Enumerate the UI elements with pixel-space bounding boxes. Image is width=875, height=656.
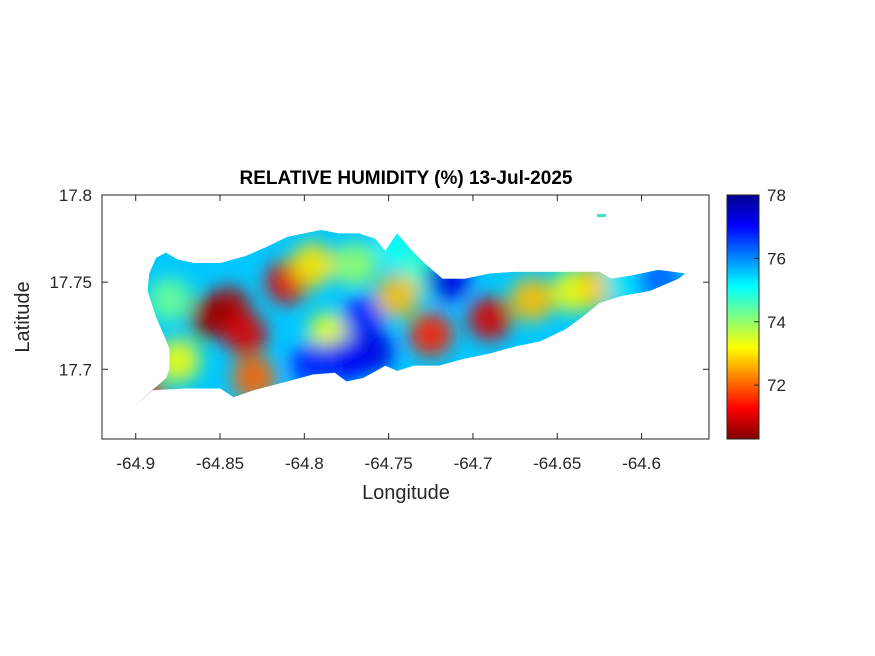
humidity-sample-2 bbox=[223, 312, 268, 357]
humidity-sample-12 bbox=[324, 338, 369, 383]
humidity-sample-10 bbox=[341, 295, 386, 339]
colorbar-tick-label: 76 bbox=[767, 249, 786, 268]
x-axis-label: Longitude bbox=[362, 482, 450, 504]
colorbar-tick-label: 78 bbox=[767, 186, 786, 205]
y-axis: 17.7 17.75 17.8 bbox=[49, 186, 709, 379]
x-tick-label: -64.8 bbox=[285, 454, 324, 473]
colorbar-ticks: 72 74 76 78 bbox=[754, 186, 786, 395]
humidity-sample-20 bbox=[510, 277, 554, 322]
y-tick-label: 17.8 bbox=[59, 186, 92, 205]
colorbar bbox=[726, 194, 760, 440]
colorbar-tick-label: 72 bbox=[767, 376, 786, 395]
y-tick-label: 17.7 bbox=[59, 360, 92, 379]
humidity-sample-14 bbox=[332, 242, 377, 287]
humidity-sample-4 bbox=[147, 277, 192, 322]
chart-title: RELATIVE HUMIDITY (%) 13-Jul-2025 bbox=[240, 168, 573, 189]
x-tick-label: -64.9 bbox=[116, 454, 155, 473]
x-tick-label: -64.85 bbox=[196, 454, 244, 473]
x-tick-label: -64.6 bbox=[622, 454, 661, 473]
y-axis-label: Latitude bbox=[12, 281, 34, 352]
colorbar-tick-label: 74 bbox=[767, 313, 786, 332]
x-tick-label: -64.75 bbox=[365, 454, 413, 473]
humidity-sample-19 bbox=[467, 296, 512, 341]
humidity-sample-18 bbox=[408, 312, 453, 357]
x-axis: -64.9 -64.85 -64.8 -64.75 -64.7 -64.65 -64.6 bbox=[116, 195, 661, 473]
humidity-sample-25 bbox=[375, 274, 420, 319]
x-tick-label: -64.7 bbox=[454, 454, 493, 473]
islet-patch bbox=[597, 214, 606, 217]
humidity-field bbox=[132, 229, 681, 408]
humidity-sample-9 bbox=[290, 242, 335, 287]
humidity-sample-1 bbox=[189, 295, 234, 339]
x-tick-label: -64.65 bbox=[533, 454, 581, 473]
y-tick-label: 17.75 bbox=[49, 273, 92, 292]
